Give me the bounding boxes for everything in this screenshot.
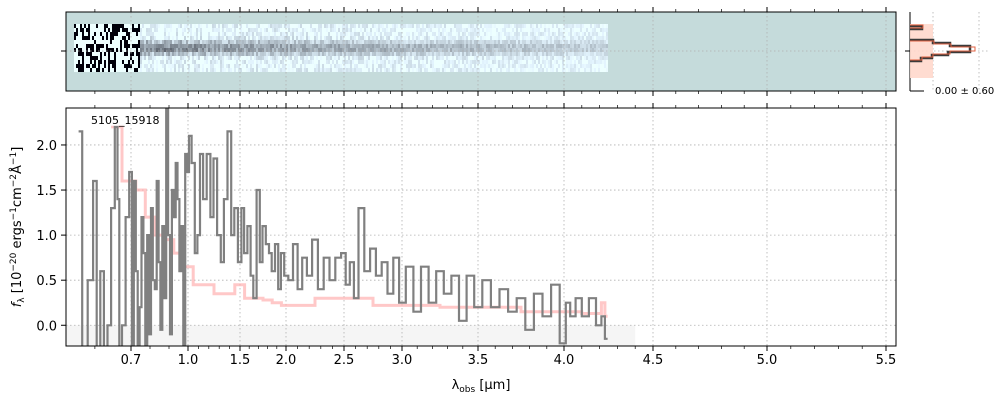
x-tick-label: 3.0 [392, 353, 413, 368]
hist-model-profile [910, 24, 976, 61]
x-tick-label: 2.5 [334, 353, 355, 368]
y-tick-label: 1.0 [36, 229, 57, 244]
x-tick-label: 5.5 [876, 353, 897, 368]
x-tick-label: 3.5 [468, 353, 489, 368]
y-tick-label: 0.0 [36, 319, 57, 334]
object-label: 5105_15918 [91, 114, 160, 127]
spectrum-2d-panel [61, 7, 897, 96]
y-axis-label: fλ [10−20 ergs−1cm−2Å−1] [9, 147, 27, 308]
hist-label: 0.00 ± 0.60 [935, 86, 994, 97]
x-tick-label: 1.0 [178, 353, 199, 368]
model-spectrum-line [111, 125, 608, 318]
x-tick-label: 0.7 [121, 353, 142, 368]
y-tick-label: 1.5 [36, 184, 57, 199]
profile-histogram-panel: 0.00 ± 0.60 [905, 12, 994, 97]
x-axis-label: λobs [μm] [452, 378, 511, 395]
spectrum-2d-image [74, 24, 608, 72]
x-tick-label: 4.0 [554, 353, 575, 368]
x-tick-label: 2.0 [276, 353, 297, 368]
plot-frame [65, 107, 897, 347]
x-tick-label: 1.5 [230, 353, 251, 368]
hist-model-fill [910, 24, 933, 78]
negative-flux-shading [66, 325, 636, 346]
y-tick-label: 0.5 [36, 274, 57, 289]
data-spectrum-line [78, 108, 608, 346]
x-tick-label: 5.0 [757, 353, 778, 368]
spectrum-1d-panel: 5105_15918 0.7 1.0 1.5 2.0 2.5 3.0 3.5 4.0 4.5 5.… [9, 9, 897, 395]
y-tick-label: 2.0 [36, 139, 57, 154]
x-tick-label: 4.5 [643, 353, 664, 368]
